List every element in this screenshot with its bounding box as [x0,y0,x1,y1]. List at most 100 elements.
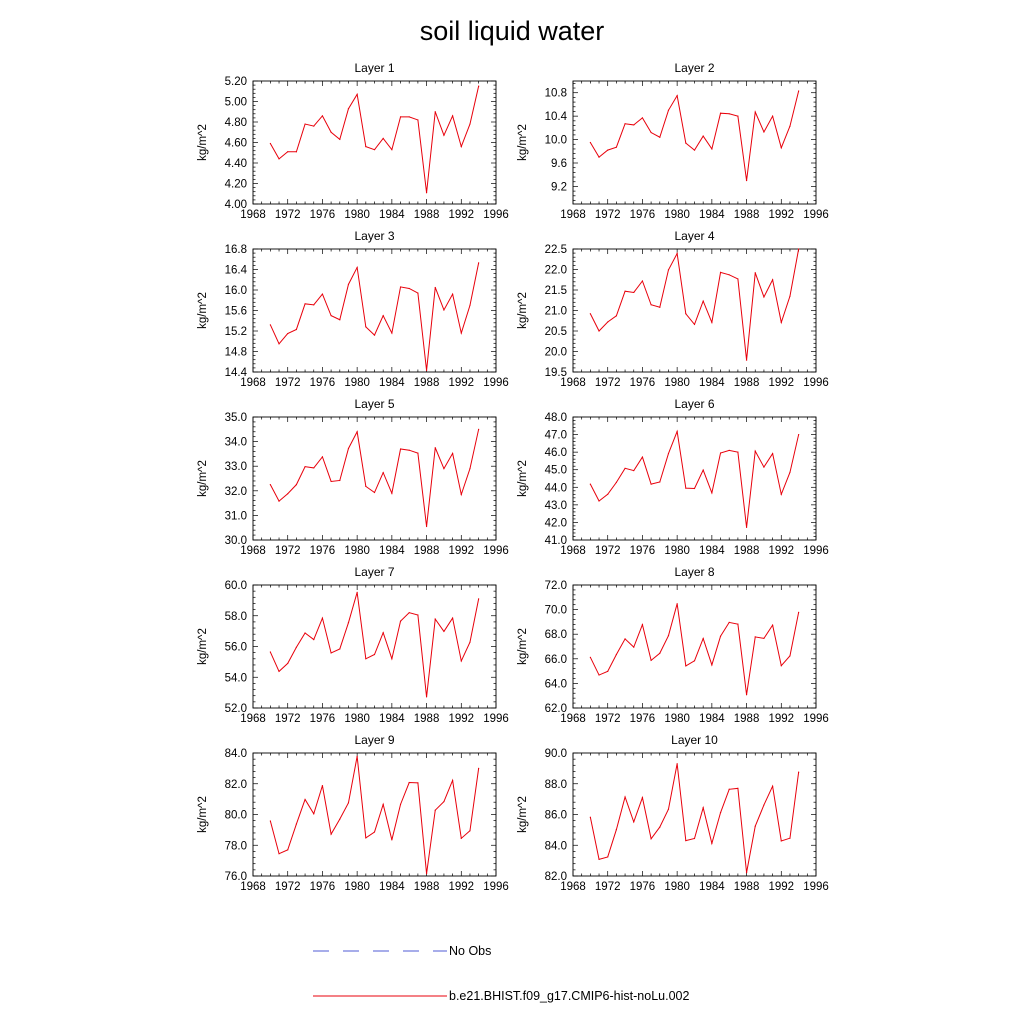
data-point [598,330,600,332]
x-tick-label: 1980 [344,209,370,221]
data-point [443,309,445,311]
data-point [339,319,341,321]
data-point [754,450,756,452]
data-point [365,146,367,148]
data-point [452,452,454,455]
data-point [754,825,756,827]
data-point [391,839,393,841]
data-point [589,313,591,315]
data-point [347,447,350,450]
data-point [737,623,739,625]
x-tick-label: 1988 [734,377,760,389]
data-point [676,95,678,97]
data-point [728,788,730,790]
y-axis-label: kg/m^2 [517,460,529,497]
data-point [763,804,765,806]
x-tick-label: 1976 [630,209,656,221]
data-point [659,826,661,828]
x-tick-label: 1980 [344,713,370,725]
data-point [789,295,791,297]
y-tick-label: 84.0 [225,748,247,760]
data-point [719,635,722,637]
x-tick-label: 1992 [448,545,474,557]
data-point [295,646,297,648]
data-point [417,292,419,294]
data-point [287,849,289,851]
data-point [598,500,600,502]
data-point [789,125,791,127]
plot-frame [252,80,497,205]
data-point [745,694,748,696]
data-point [641,796,644,799]
data-point [615,653,617,656]
y-tick-label: 5.20 [225,76,247,88]
x-tick-label: 1968 [240,713,266,725]
data-point [798,433,800,436]
x-tick-label: 1972 [275,545,301,557]
panel-title: Layer 5 [354,397,394,411]
data-point [798,771,800,773]
data-point [737,115,739,117]
data-point [780,493,782,495]
data-point [408,116,410,118]
plot-frame [572,752,817,877]
data-point [772,452,774,455]
x-tick-label: 1992 [768,881,794,893]
data-point [382,632,384,634]
data-point [347,283,350,285]
data-point [702,469,704,471]
x-tick-label: 1972 [275,713,301,725]
data-point [269,142,271,145]
data-point [641,624,644,626]
panels: Layer 1 kg/m^2 1968 1972 1976 1980 1984 1988 199… [197,61,829,893]
data-point [478,262,480,264]
data-point [304,798,306,801]
series-line [269,429,480,527]
data-point [356,755,358,757]
data-point [685,142,687,144]
y-axis-label: kg/m^2 [197,124,209,161]
x-tick-label: 1976 [310,209,336,221]
data-point [365,837,367,839]
data-point [780,840,782,842]
data-point [339,648,341,650]
y-tick-label: 16.8 [225,244,247,256]
x-tick-label: 1980 [344,545,370,557]
data-point [772,115,774,117]
data-point [719,112,722,114]
data-point [650,659,652,661]
y-tick-label: 62.0 [545,703,567,715]
data-point [659,652,661,654]
data-point [693,660,696,662]
data-point [789,655,791,657]
y-tick-label: 78.0 [225,840,247,852]
data-point [347,802,350,804]
data-point [650,483,652,485]
data-point [693,149,696,151]
y-tick-label: 86.0 [545,810,567,822]
data-point [313,467,315,469]
data-point [356,266,358,269]
data-point [452,779,454,781]
x-tick-label: 1968 [240,209,266,221]
data-point [339,479,341,482]
data-point [737,451,739,453]
panel-title: Layer 6 [674,397,714,411]
data-point [365,326,367,328]
x-tick-label: 1976 [630,713,656,725]
data-point [685,487,687,489]
data-point [425,525,428,528]
y-tick-label: 22.0 [545,265,567,277]
y-tick-label: 80.0 [225,810,247,822]
plot-frame [252,248,497,373]
data-point [443,630,445,633]
x-tick-label: 1972 [595,209,621,221]
y-tick-label: 41.0 [545,535,567,547]
plot-frame [572,416,817,541]
data-point [754,272,756,274]
y-axis-label: kg/m^2 [517,124,529,161]
series-line [269,262,480,371]
x-tick-label: 1992 [448,209,474,221]
data-point [659,306,661,308]
y-tick-label: 31.0 [225,510,247,522]
